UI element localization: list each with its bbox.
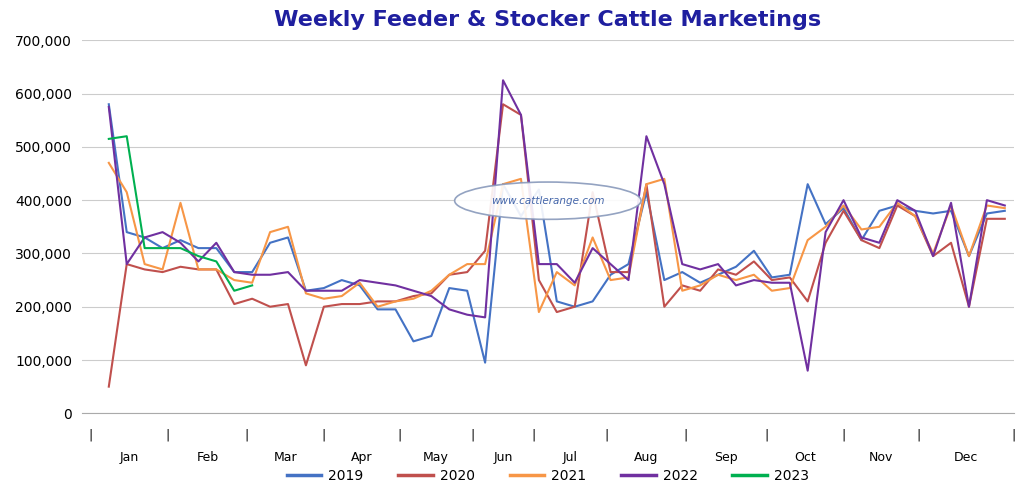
Text: |: | (470, 428, 475, 441)
Ellipse shape (455, 182, 641, 219)
Text: www.cattlerange.com: www.cattlerange.com (492, 196, 604, 206)
Text: Nov: Nov (869, 451, 893, 464)
Text: |: | (245, 428, 249, 441)
Text: Jul: Jul (563, 451, 578, 464)
Text: |: | (166, 428, 170, 441)
Title: Weekly Feeder & Stocker Cattle Marketings: Weekly Feeder & Stocker Cattle Marketing… (274, 11, 821, 30)
Text: |: | (89, 428, 93, 441)
Text: |: | (1012, 428, 1016, 441)
Text: May: May (423, 451, 449, 464)
Legend: 2019, 2020, 2021, 2022, 2023: 2019, 2020, 2021, 2022, 2023 (281, 463, 815, 488)
Text: Aug: Aug (634, 451, 658, 464)
Text: Oct: Oct (795, 451, 816, 464)
Text: |: | (397, 428, 401, 441)
Text: |: | (605, 428, 609, 441)
Text: |: | (684, 428, 688, 441)
Text: |: | (916, 428, 921, 441)
Text: Dec: Dec (954, 451, 979, 464)
Text: Sep: Sep (715, 451, 738, 464)
Text: |: | (842, 428, 846, 441)
Text: Mar: Mar (273, 451, 297, 464)
Text: Jan: Jan (120, 451, 139, 464)
Text: Apr: Apr (351, 451, 372, 464)
Text: Feb: Feb (197, 451, 218, 464)
Text: |: | (322, 428, 326, 441)
Text: |: | (531, 428, 536, 441)
Text: Jun: Jun (494, 451, 513, 464)
Text: |: | (764, 428, 769, 441)
